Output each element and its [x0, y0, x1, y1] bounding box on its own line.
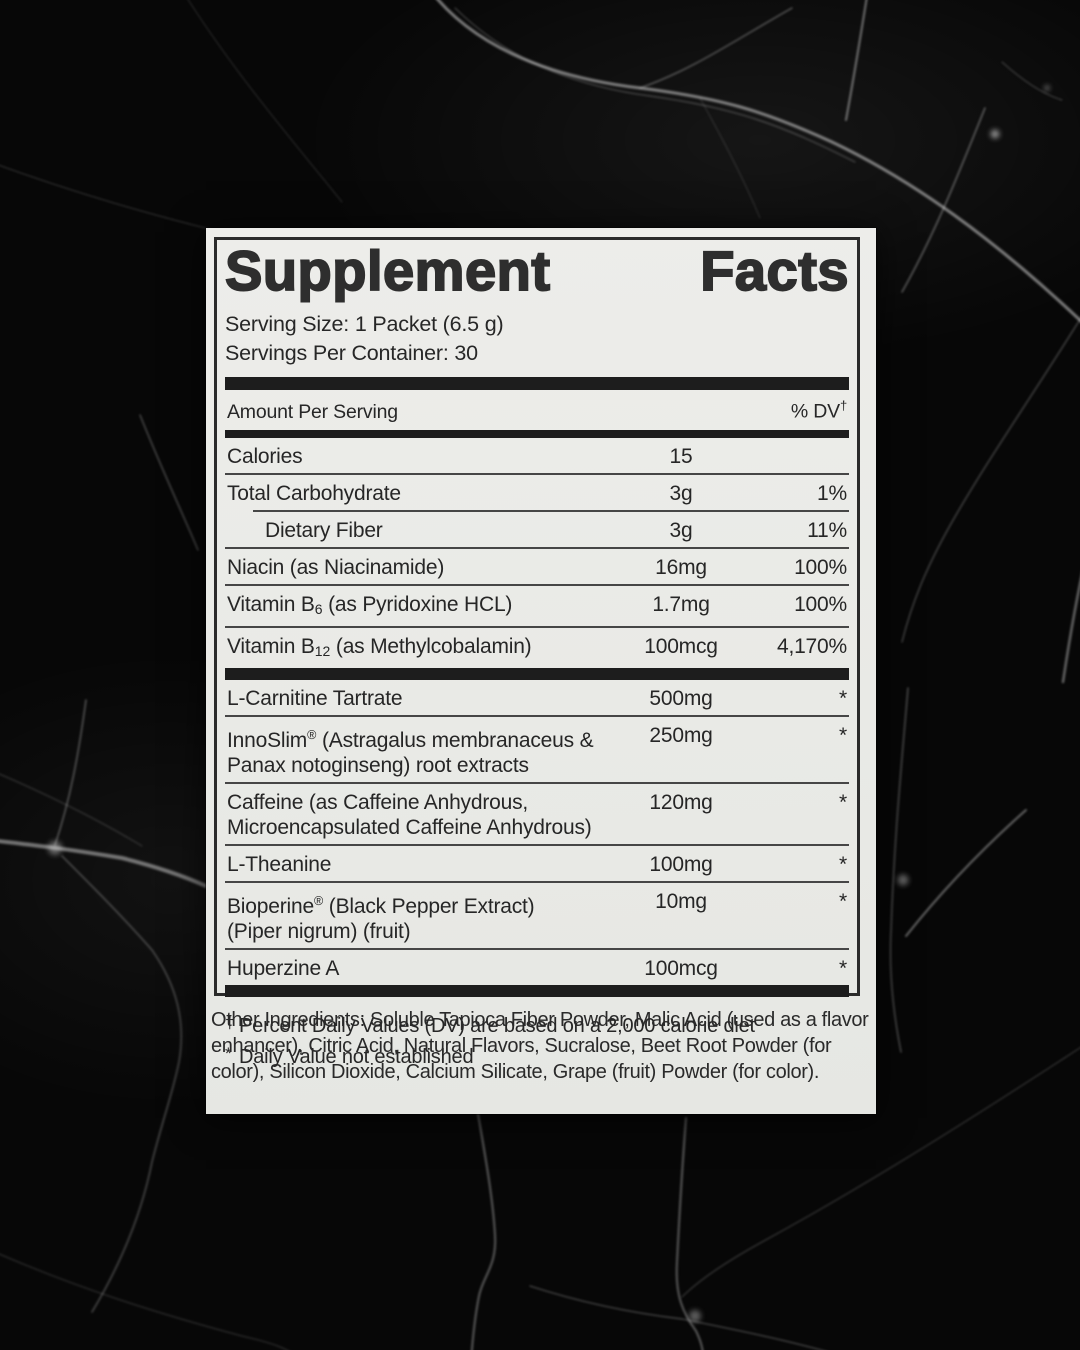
divider-bar-medium: [225, 429, 849, 438]
table-row: InnoSlim® (Astragalus membranaceus & Pana…: [225, 717, 849, 782]
nutrient-amount: 100mcg: [644, 956, 718, 980]
nutrient-dv: *: [839, 852, 847, 876]
nutrient-dv: *: [839, 889, 847, 913]
nutrient-dv: *: [839, 790, 847, 814]
row-divider: [225, 472, 849, 475]
nutrient-amount: 10mg: [655, 889, 707, 913]
nutrient-name: Caffeine (as Caffeine Anhydrous, Microenc…: [227, 790, 592, 839]
row-divider: [225, 583, 849, 586]
nutrient-name: Niacin (as Niacinamide): [227, 555, 445, 579]
panel-title: Supplement Facts: [224, 239, 849, 302]
supplement-label: Supplement Facts Serving Size: 1 Packet …: [206, 228, 876, 1114]
other-ingredients: Other Ingredients: Soluble Tapioca Fiber…: [211, 1009, 869, 1083]
subscript: 6: [314, 600, 323, 617]
row-divider-indented: [253, 509, 849, 512]
table-row: Dietary Fiber 3g 11%: [225, 512, 849, 547]
table-row: Niacin (as Niacinamide) 16mg 100%: [225, 549, 849, 584]
table-row: Caffeine (as Caffeine Anhydrous, Microenc…: [225, 784, 849, 844]
nutrient-amount: 100mg: [649, 852, 713, 876]
nutrient-name: Vitamin B6 (as Pyridoxine HCL): [227, 592, 513, 617]
nutrient-amount: 3g: [669, 481, 693, 505]
nutrient-amount: 1.7mg: [652, 592, 710, 616]
nutrient-dv: *: [839, 723, 847, 747]
nutrient-name: InnoSlim® (Astragalus membranaceus & Pana…: [227, 727, 594, 777]
divider-bar-thick: [225, 377, 849, 390]
nutrient-amount: 250mg: [649, 723, 713, 747]
nutrient-dv: 100%: [794, 592, 847, 616]
table-row: Calories 15: [225, 438, 849, 473]
row-divider: [225, 781, 849, 784]
subscript: 12: [314, 642, 331, 659]
table-row: Huperzine A 100mcg *: [225, 950, 849, 985]
nutrient-dv: 11%: [807, 518, 847, 542]
facts-panel: Supplement Facts Serving Size: 1 Packet …: [214, 237, 860, 1068]
serving-info: Serving Size: 1 Packet (6.5 g) Servings …: [225, 310, 849, 368]
asterisk-symbol: *: [225, 1043, 232, 1063]
nutrient-name: Calories: [227, 444, 303, 468]
marble-veins-right: [681, 318, 1080, 1298]
nutrient-name: Vitamin B12 (as Methylcobalamin): [227, 634, 532, 659]
nutrient-name-line2: Panax notoginseng) root extracts: [227, 753, 529, 777]
nutrient-name: Huperzine A: [227, 956, 340, 980]
nutrient-dv: 100%: [794, 555, 847, 579]
servings-per-container: Servings Per Container: 30: [225, 341, 478, 365]
amount-per-serving-header: Amount Per Serving: [227, 400, 398, 423]
dagger-symbol: †: [225, 1012, 235, 1032]
row-divider: [225, 546, 849, 549]
row-divider: [225, 625, 849, 628]
nutrient-dv: *: [839, 956, 847, 980]
nutrient-amount: 3g: [669, 518, 693, 542]
marble-veins-left: [0, 699, 288, 1350]
nutrient-amount: 15: [669, 444, 693, 468]
percent-dv-header: % DV†: [790, 398, 847, 423]
nutrient-name-line2: Microencapsulated Caffeine Anhydrous): [227, 815, 592, 839]
registered-mark: ®: [307, 727, 317, 742]
registered-mark: ®: [313, 893, 324, 908]
nutrient-dv: *: [839, 686, 847, 710]
nutrient-name: L-Carnitine Tartrate: [227, 686, 403, 710]
nutrient-amount: 120mg: [649, 790, 713, 814]
row-divider: [225, 714, 849, 717]
dagger-symbol: †: [839, 398, 847, 413]
nutrient-amount: 100mcg: [644, 634, 718, 658]
marble-veins-bottom: [470, 1113, 824, 1350]
table-row: L-Carnitine Tartrate 500mg *: [225, 680, 849, 715]
table-row: Vitamin B12 (as Methylcobalamin) 100mcg …: [225, 628, 849, 668]
nutrient-dv: 1%: [817, 481, 847, 505]
footnote-dv: † Percent Daily Values (DV) are based on …: [225, 1009, 849, 1040]
nutrient-amount: 500mg: [649, 686, 713, 710]
serving-size: Serving Size: 1 Packet (6.5 g): [225, 312, 504, 336]
row-divider: [225, 880, 849, 883]
divider-bar-thick: [225, 984, 849, 997]
row-divider: [225, 843, 849, 846]
nutrient-name: L-Theanine: [227, 852, 332, 876]
column-header-row: Amount Per Serving % DV†: [225, 390, 849, 430]
nutrient-name: Bioperine® (Black Pepper Extract) (Piper …: [227, 893, 535, 943]
nutrient-name-line2: (Piper nigrum) (fruit): [227, 919, 411, 943]
footnotes: † Percent Daily Values (DV) are based on …: [225, 1009, 849, 1071]
footnote-asterisk: * Daily Value not established: [225, 1040, 849, 1071]
table-row: Bioperine® (Black Pepper Extract) (Piper …: [225, 883, 849, 948]
table-row: Vitamin B6 (as Pyridoxine HCL) 1.7mg 100…: [225, 586, 849, 626]
table-row: Total Carbohydrate 3g 1%: [225, 475, 849, 510]
nutrient-amount: 16mg: [655, 555, 707, 579]
nutrient-dv: 4,170%: [776, 634, 847, 658]
nutrient-name: Dietary Fiber: [265, 518, 383, 542]
nutrient-name: Total Carbohydrate: [227, 481, 401, 505]
row-divider: [225, 947, 849, 950]
table-row: L-Theanine 100mg *: [225, 846, 849, 881]
divider-bar-thick: [225, 667, 849, 680]
